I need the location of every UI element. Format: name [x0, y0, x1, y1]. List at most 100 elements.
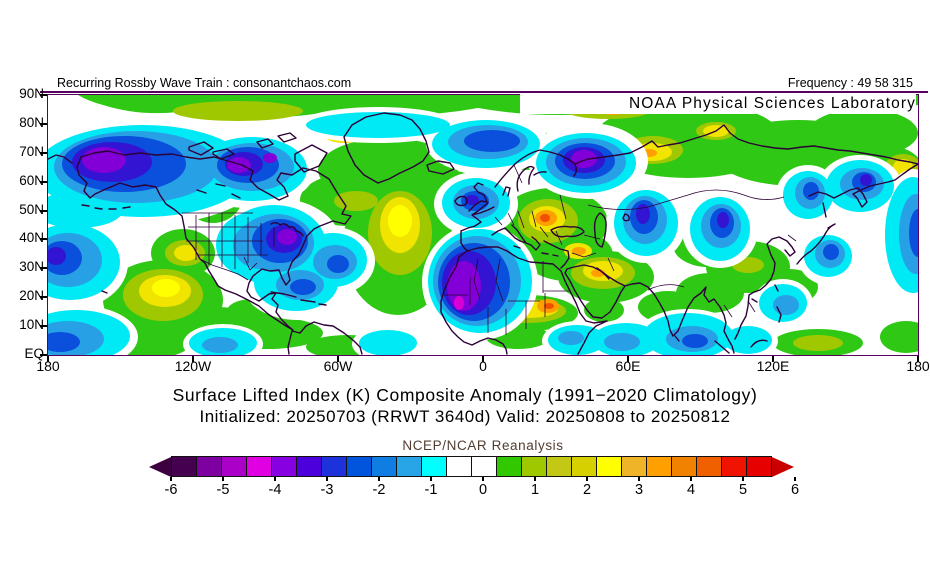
colorbar-tick	[534, 477, 536, 481]
lon-label: 180	[36, 358, 60, 374]
political-borders	[182, 164, 797, 335]
colorbar-cell	[546, 456, 572, 477]
lat-label: 50N	[19, 201, 44, 217]
colorbar-cell	[421, 456, 447, 477]
colorbar-cell	[396, 456, 422, 477]
colorbar-tick	[170, 477, 172, 481]
colorbar-tick-label: -2	[372, 482, 386, 498]
colorbar-cell	[721, 456, 747, 477]
colorbar-tick	[638, 477, 640, 481]
lat-label: 30N	[19, 259, 44, 275]
colorbar-tick-label: 6	[790, 482, 800, 498]
lat-tick	[40, 325, 47, 328]
coastlines	[48, 112, 918, 355]
colorbar-tick-label: 5	[738, 482, 748, 498]
page-header-left: Recurring Rossby Wave Train : consonantc…	[57, 76, 352, 90]
colorbar-tick	[690, 477, 692, 481]
colorbar-tick-label: 2	[582, 482, 592, 498]
lat-label: 40N	[19, 230, 44, 246]
colorbar-tick-label: -1	[424, 482, 438, 498]
colorbar-cell	[496, 456, 522, 477]
lon-label: 120W	[174, 358, 212, 374]
lat-label: 10N	[19, 317, 44, 333]
map-frame	[47, 94, 919, 356]
lon-tick	[337, 356, 339, 362]
colorbar-cell	[471, 456, 497, 477]
colorbar-tick-labels: -6 -5 -4 -3 -2 -1 0 1 2 3 4 5 6	[165, 477, 799, 498]
dataset-label: NCEP/NCAR Reanalysis	[402, 438, 564, 453]
plot-subtitle: Initialized: 20250703 (RRWT 3640d) Valid…	[199, 407, 731, 426]
colorbar-left-arrow	[149, 456, 171, 477]
lat-tick	[40, 354, 47, 356]
negative-anomaly-field	[48, 95, 918, 355]
lat-tick	[40, 94, 47, 96]
colorbar-tick	[482, 477, 484, 481]
frequency-label: Frequency : 49 58 315	[787, 76, 913, 90]
lat-label: 90N	[19, 86, 44, 101]
colorbar	[149, 456, 794, 477]
lat-tick	[40, 151, 47, 154]
lon-label: 180	[906, 358, 930, 374]
colorbar-tick-label: 0	[478, 482, 488, 498]
colorbar-tick	[222, 477, 224, 481]
colorbar-cell	[271, 456, 297, 477]
colorbar-cell	[696, 456, 722, 477]
colorbar-tick	[274, 477, 276, 481]
plot-titles: Surface Lifted Index (K) Composite Anoma…	[24, 384, 906, 428]
colorbar-cell	[521, 456, 547, 477]
colorbar-tick	[378, 477, 380, 481]
colorbar-cell	[746, 456, 772, 477]
colorbar-cell	[296, 456, 322, 477]
colorbar-cell	[221, 456, 247, 477]
lat-label: EQ	[24, 346, 44, 361]
colorbar-cells	[171, 456, 772, 477]
colorbar-tick-label: -5	[216, 482, 230, 498]
lat-tick	[40, 122, 47, 125]
colorbar-cell	[571, 456, 597, 477]
lat-tick	[40, 238, 47, 241]
anomaly-map	[48, 95, 918, 355]
lat-tick	[40, 296, 47, 299]
lon-tick	[917, 356, 919, 362]
colorbar-tick	[794, 477, 796, 481]
colorbar-cell	[371, 456, 397, 477]
colorbar-tick-label: 4	[686, 482, 696, 498]
lat-label: 80N	[19, 114, 44, 130]
lon-tick	[482, 356, 484, 362]
colorbar-cell	[246, 456, 272, 477]
header-divider-rule	[40, 91, 928, 93]
lat-tick	[40, 209, 47, 212]
colorbar-tick	[742, 477, 744, 481]
colorbar-cell	[621, 456, 647, 477]
lon-tick	[192, 356, 194, 362]
colorbar-tick-label: 1	[530, 482, 540, 498]
colorbar-cell	[196, 456, 222, 477]
noaa-org-label: NOAA Physical Sciences Laboratory	[520, 94, 916, 114]
colorbar-cell	[671, 456, 697, 477]
plot-title: Surface Lifted Index (K) Composite Anoma…	[172, 385, 758, 405]
lon-label: 0	[479, 358, 487, 374]
colorbar-cell	[346, 456, 372, 477]
colorbar-cell	[171, 456, 197, 477]
lon-label: 60E	[615, 358, 641, 374]
colorbar-tick	[326, 477, 328, 481]
lon-label: 60W	[323, 358, 353, 374]
lon-label: 120E	[756, 358, 790, 374]
colorbar-tick-label: 3	[634, 482, 644, 498]
colorbar-tick-label: -3	[320, 482, 334, 498]
lat-label: 20N	[19, 288, 44, 304]
colorbar-cell	[321, 456, 347, 477]
colorbar-tick	[586, 477, 588, 481]
colorbar-tick-label: -6	[164, 482, 178, 498]
colorbar-cell	[446, 456, 472, 477]
lon-tick	[627, 356, 629, 362]
lat-tick	[40, 180, 47, 183]
lat-label: 60N	[19, 172, 44, 188]
colorbar-cell	[596, 456, 622, 477]
lat-label: 70N	[19, 143, 44, 159]
colorbar-cell	[646, 456, 672, 477]
colorbar-right-arrow	[772, 456, 794, 477]
lon-tick	[47, 356, 49, 362]
colorbar-tick-label: -4	[268, 482, 282, 498]
